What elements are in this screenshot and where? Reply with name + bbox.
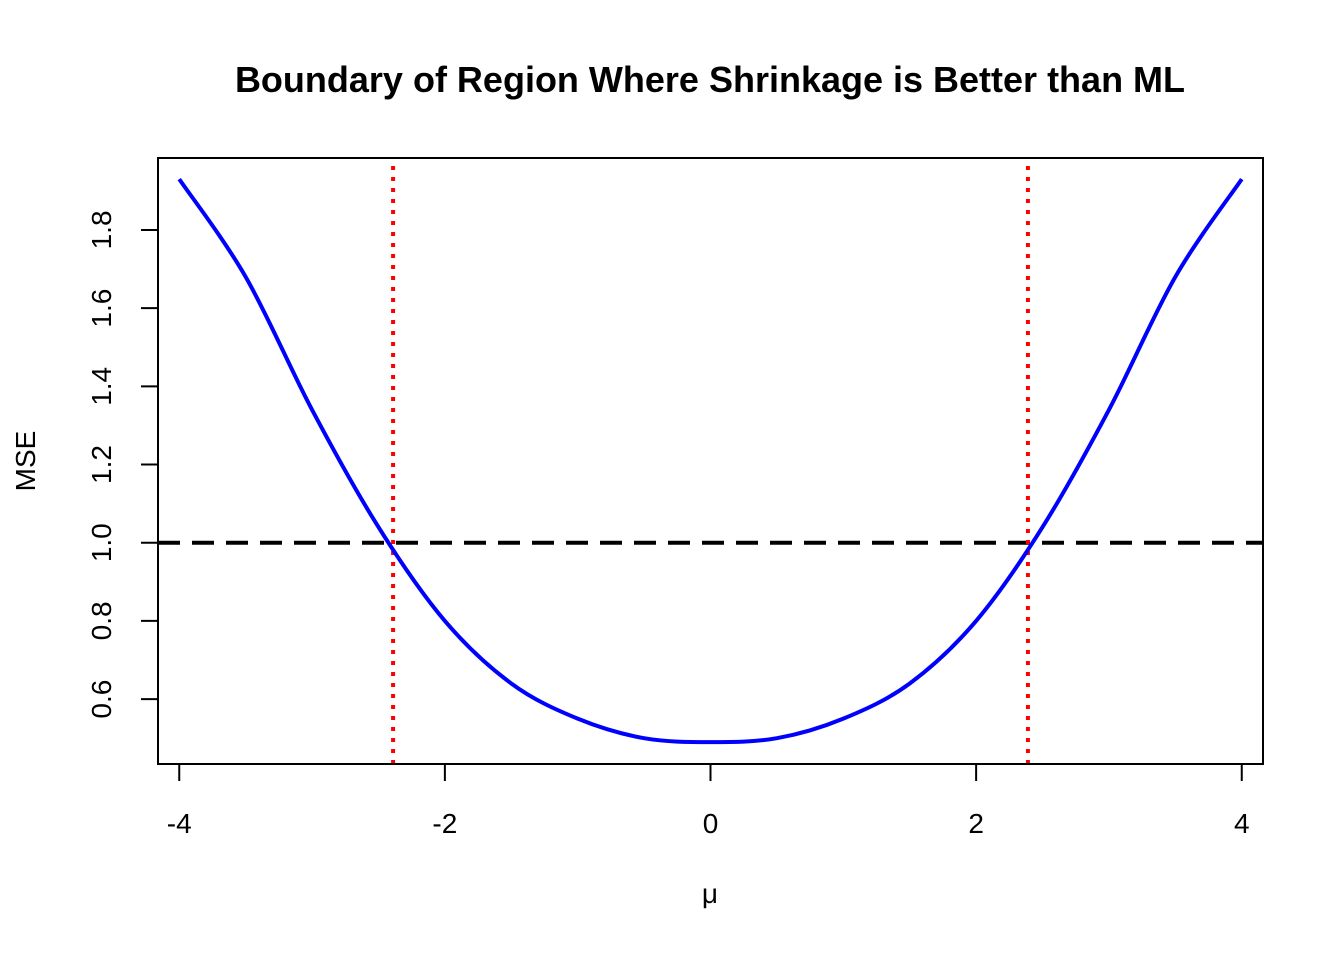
y-tick-label: 1.6 (86, 289, 117, 328)
x-tick-label: -2 (432, 808, 457, 839)
x-axis-label: μ (702, 878, 718, 909)
y-axis-label: MSE (10, 431, 41, 492)
y-tick-label: 0.6 (86, 680, 117, 719)
plot-area-frame (157, 157, 1264, 765)
y-tick-label: 0.8 (86, 601, 117, 640)
y-tick-label: 1.8 (86, 210, 117, 249)
x-tick-label: 0 (703, 808, 719, 839)
y-tick-label: 1.2 (86, 445, 117, 484)
x-tick-label: -4 (167, 808, 192, 839)
y-tick-label: 1.4 (86, 367, 117, 406)
plot-area (158, 166, 1263, 764)
x-tick-label: 4 (1234, 808, 1250, 839)
y-tick-label: 1.0 (86, 523, 117, 562)
series-line (177, 177, 1244, 745)
y-axis: 0.6 0.8 1.0 1.2 1.4 1.6 1.8 (86, 210, 159, 719)
chart-title: Boundary of Region Where Shrinkage is Be… (235, 59, 1185, 100)
x-tick-label: 2 (968, 808, 984, 839)
x-axis: -4 -2 0 2 4 (167, 763, 1250, 839)
